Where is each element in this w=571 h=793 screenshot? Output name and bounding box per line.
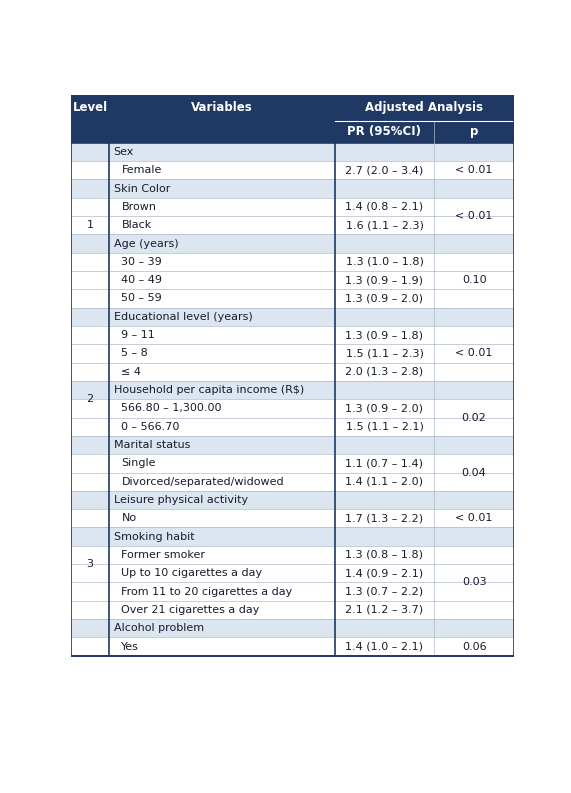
Bar <box>71 418 514 436</box>
Bar <box>71 143 514 161</box>
Text: 0.02: 0.02 <box>462 412 486 423</box>
Text: Female: Female <box>122 165 162 175</box>
Text: 9 – 11: 9 – 11 <box>122 330 155 340</box>
Text: Level: Level <box>73 102 108 114</box>
Bar <box>71 179 514 197</box>
Text: 0 – 566.70: 0 – 566.70 <box>122 422 180 431</box>
Bar <box>71 235 514 253</box>
Bar <box>71 491 514 509</box>
Text: 1.3 (1.0 – 1.8): 1.3 (1.0 – 1.8) <box>345 257 424 267</box>
Text: 1.5 (1.1 – 2.3): 1.5 (1.1 – 2.3) <box>345 348 424 358</box>
Text: ≤ 4: ≤ 4 <box>122 367 142 377</box>
Bar <box>71 121 514 143</box>
Text: Black: Black <box>122 220 152 230</box>
Bar <box>71 271 514 289</box>
Bar <box>71 473 514 491</box>
Bar <box>71 326 514 344</box>
Text: < 0.01: < 0.01 <box>456 348 493 358</box>
Text: Alcohol problem: Alcohol problem <box>114 623 204 634</box>
Bar <box>71 95 514 121</box>
Bar <box>71 601 514 619</box>
Bar <box>71 619 514 638</box>
Text: 1.3 (0.9 – 1.8): 1.3 (0.9 – 1.8) <box>345 330 424 340</box>
Text: Brown: Brown <box>122 202 156 212</box>
Text: 1.1 (0.7 – 1.4): 1.1 (0.7 – 1.4) <box>345 458 424 469</box>
Text: < 0.01: < 0.01 <box>456 165 493 175</box>
Text: Former smoker: Former smoker <box>122 550 206 560</box>
Text: 1.5 (1.1 – 2.1): 1.5 (1.1 – 2.1) <box>345 422 424 431</box>
Text: 3: 3 <box>87 559 94 569</box>
Bar <box>71 564 514 582</box>
Text: 0.10: 0.10 <box>462 275 486 285</box>
Bar <box>71 344 514 362</box>
Text: 1.4 (0.8 – 2.1): 1.4 (0.8 – 2.1) <box>345 202 424 212</box>
Text: 1.3 (0.7 – 2.2): 1.3 (0.7 – 2.2) <box>345 587 424 596</box>
Text: < 0.01: < 0.01 <box>456 211 493 221</box>
Bar <box>71 527 514 546</box>
Text: 1.6 (1.1 – 2.3): 1.6 (1.1 – 2.3) <box>345 220 424 230</box>
Text: Leisure physical activity: Leisure physical activity <box>114 495 248 505</box>
Bar <box>71 436 514 454</box>
Text: 0.04: 0.04 <box>462 468 486 477</box>
Bar <box>71 289 514 308</box>
Text: Skin Color: Skin Color <box>114 184 170 193</box>
Text: Educational level (years): Educational level (years) <box>114 312 252 322</box>
Bar <box>71 546 514 564</box>
Text: Household per capita income (R$): Household per capita income (R$) <box>114 385 304 395</box>
Bar <box>71 381 514 399</box>
Text: 2.0 (1.3 – 2.8): 2.0 (1.3 – 2.8) <box>345 367 424 377</box>
Text: Single: Single <box>122 458 156 469</box>
Bar <box>71 362 514 381</box>
Text: 0.03: 0.03 <box>462 577 486 588</box>
Bar <box>71 253 514 271</box>
Text: 566.80 – 1,300.00: 566.80 – 1,300.00 <box>122 404 222 413</box>
Text: < 0.01: < 0.01 <box>456 513 493 523</box>
Text: 0.06: 0.06 <box>462 642 486 652</box>
Text: No: No <box>122 513 136 523</box>
Text: p: p <box>470 125 478 138</box>
Bar <box>71 454 514 473</box>
Bar <box>71 582 514 601</box>
Text: PR (95%CI): PR (95%CI) <box>348 125 421 138</box>
Text: 5 – 8: 5 – 8 <box>122 348 148 358</box>
Text: Up to 10 cigarettes a day: Up to 10 cigarettes a day <box>122 569 263 578</box>
Text: 1: 1 <box>87 220 94 230</box>
Bar <box>71 638 514 656</box>
Text: 1.3 (0.9 – 2.0): 1.3 (0.9 – 2.0) <box>345 404 424 413</box>
Text: Smoking habit: Smoking habit <box>114 531 194 542</box>
Text: 1.4 (1.1 – 2.0): 1.4 (1.1 – 2.0) <box>345 477 424 487</box>
Text: 1.3 (0.8 – 1.8): 1.3 (0.8 – 1.8) <box>345 550 424 560</box>
Text: Marital status: Marital status <box>114 440 190 450</box>
Text: 1.3 (0.9 – 1.9): 1.3 (0.9 – 1.9) <box>345 275 424 285</box>
Text: Adjusted Analysis: Adjusted Analysis <box>365 102 483 114</box>
Bar <box>71 197 514 216</box>
Text: 2.1 (1.2 – 3.7): 2.1 (1.2 – 3.7) <box>345 605 424 615</box>
Bar <box>71 161 514 179</box>
Text: 1.7 (1.3 – 2.2): 1.7 (1.3 – 2.2) <box>345 513 424 523</box>
Text: Divorced/separated/widowed: Divorced/separated/widowed <box>122 477 284 487</box>
Text: Yes: Yes <box>122 642 139 652</box>
Text: 2: 2 <box>87 394 94 404</box>
Text: Variables: Variables <box>191 102 253 114</box>
Text: 30 – 39: 30 – 39 <box>122 257 162 267</box>
Bar <box>71 308 514 326</box>
Text: 50 – 59: 50 – 59 <box>122 293 162 304</box>
Text: From 11 to 20 cigarettes a day: From 11 to 20 cigarettes a day <box>122 587 293 596</box>
Text: Over 21 cigarettes a day: Over 21 cigarettes a day <box>122 605 260 615</box>
Bar <box>71 399 514 418</box>
Text: 1.4 (1.0 – 2.1): 1.4 (1.0 – 2.1) <box>345 642 424 652</box>
Bar <box>71 216 514 235</box>
Text: Sex: Sex <box>114 147 134 157</box>
Text: 1.4 (0.9 – 2.1): 1.4 (0.9 – 2.1) <box>345 569 424 578</box>
Text: 1.3 (0.9 – 2.0): 1.3 (0.9 – 2.0) <box>345 293 424 304</box>
Text: 40 – 49: 40 – 49 <box>122 275 162 285</box>
Bar <box>71 509 514 527</box>
Text: Age (years): Age (years) <box>114 239 178 248</box>
Text: 2.7 (2.0 – 3.4): 2.7 (2.0 – 3.4) <box>345 165 424 175</box>
